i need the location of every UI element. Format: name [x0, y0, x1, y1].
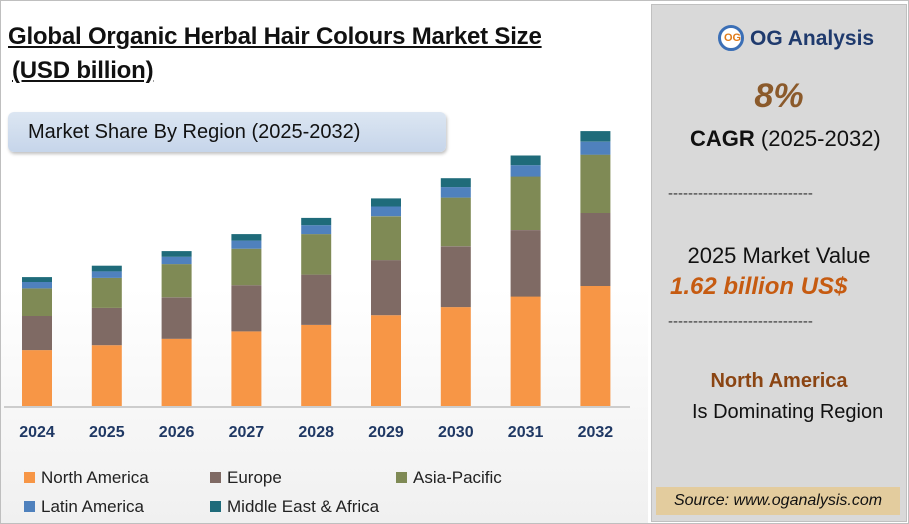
chart-area: Global Organic Herbal Hair Colours Marke… — [0, 0, 648, 524]
x-tick-label: 2028 — [298, 424, 334, 441]
logo-mark: OG — [724, 32, 742, 44]
bar-segment-middle-east-africa-2026 — [161, 251, 192, 257]
legend-swatch-europe — [210, 472, 221, 483]
bar-segment-middle-east-africa-2030 — [440, 178, 471, 188]
cagr-label-period: (2025-2032) — [754, 126, 881, 151]
x-tick-label: 2029 — [368, 424, 404, 441]
bar-segment-north-america-2029 — [371, 315, 401, 406]
x-tick-label: 2025 — [89, 424, 125, 441]
x-tick-label: 2027 — [229, 424, 265, 441]
stacked-bar-chart: 2024 2025 2026 2027 2028 2029 2030 2031 2032 — [4, 131, 630, 441]
bar-segment-latin-america-2032 — [580, 141, 611, 155]
legend-item-asia-pacific: Asia-Pacific — [396, 468, 502, 488]
logo-text: OG Analysis — [750, 27, 875, 50]
bar-segment-middle-east-africa-2032 — [580, 131, 611, 142]
dominating-region-text: Is Dominating Region — [692, 401, 884, 423]
bar-segment-europe-2032 — [580, 213, 611, 286]
bar-segment-europe-2027 — [231, 285, 262, 332]
bar-segment-middle-east-africa-2025 — [91, 265, 122, 272]
bar-segment-asia-pacific-2029 — [371, 216, 401, 261]
legend-swatch-middle-east-africa — [210, 501, 221, 512]
bar-segment-asia-pacific-2025 — [91, 277, 122, 308]
bar-segment-latin-america-2029 — [371, 206, 401, 217]
bar-segment-asia-pacific-2031 — [510, 176, 541, 230]
x-tick-label: 2031 — [508, 424, 544, 441]
x-tick-label: 2026 — [159, 424, 195, 441]
legend-item-middle-east-africa: Middle East & Africa — [210, 497, 379, 517]
summary-panel: OG OG Analysis 8% CAGR (2025-2032) -----… — [651, 4, 907, 522]
bar-segment-north-america-2030 — [440, 307, 471, 406]
divider-bottom: ----------------------------- — [668, 313, 813, 330]
market-value-label: 2025 Market Value — [687, 243, 871, 268]
bar-segment-north-america-2032 — [580, 286, 611, 406]
bar-segment-latin-america-2026 — [161, 256, 192, 265]
bar-segment-latin-america-2024 — [22, 281, 52, 289]
bar-segment-europe-2028 — [301, 274, 332, 325]
bar-segment-middle-east-africa-2027 — [231, 234, 262, 241]
bar-segment-asia-pacific-2028 — [301, 234, 332, 275]
bar-segment-europe-2025 — [91, 307, 122, 346]
bar-segment-europe-2031 — [510, 230, 541, 297]
bar-segment-asia-pacific-2027 — [231, 248, 262, 286]
legend-swatch-north-america — [24, 472, 35, 483]
divider-top: ----------------------------- — [668, 185, 813, 202]
bar-segment-north-america-2024 — [22, 350, 52, 406]
bar-segment-middle-east-africa-2031 — [510, 155, 541, 166]
bar-segment-europe-2024 — [22, 316, 52, 351]
bar-segment-asia-pacific-2030 — [440, 197, 471, 247]
legend-label: Europe — [227, 468, 282, 487]
bar-segment-north-america-2026 — [161, 338, 192, 406]
bar-segment-north-america-2027 — [231, 331, 262, 406]
chart-legend: North America Europe Asia-Pacific Latin … — [0, 462, 640, 522]
bar-segment-middle-east-africa-2028 — [301, 217, 332, 226]
bar-segment-asia-pacific-2032 — [580, 154, 611, 213]
bar-segment-asia-pacific-2026 — [161, 264, 192, 298]
bar-segment-latin-america-2031 — [510, 165, 541, 177]
market-value: 1.62 billion US$ — [670, 273, 848, 300]
chart-title-line1: Global Organic Herbal Hair Colours Marke… — [8, 23, 542, 50]
region-share-label: Market Share By Region (2025-2032) — [28, 121, 361, 143]
bar-segment-europe-2030 — [440, 246, 471, 308]
bar-segment-europe-2026 — [161, 297, 192, 339]
dominating-region: North America — [710, 370, 848, 392]
source-note: Source: www.oganalysis.com — [656, 487, 900, 515]
region-share-banner: Market Share By Region (2025-2032) — [8, 112, 446, 152]
legend-label: North America — [41, 468, 149, 487]
x-tick-label: 2024 — [19, 424, 55, 441]
legend-item-latin-america: Latin America — [24, 497, 144, 517]
cagr-label-bold: CAGR — [690, 126, 755, 151]
legend-swatch-latin-america — [24, 501, 35, 512]
bar-segment-europe-2029 — [371, 260, 401, 316]
bar-segment-middle-east-africa-2024 — [22, 277, 52, 282]
legend-item-north-america: North America — [24, 468, 149, 488]
x-tick-label: 2032 — [578, 424, 614, 441]
bar-segment-north-america-2031 — [510, 296, 541, 406]
legend-label: Middle East & Africa — [227, 497, 380, 516]
legend-item-europe: Europe — [210, 468, 282, 488]
chart-title-line2: (USD billion) — [12, 57, 154, 84]
bar-segment-latin-america-2030 — [440, 187, 471, 198]
cagr-value: 8% — [754, 77, 804, 115]
bar-segment-north-america-2025 — [91, 345, 122, 406]
legend-swatch-asia-pacific — [396, 472, 407, 483]
chart-title: Global Organic Herbal Hair Colours Marke… — [8, 20, 542, 88]
bar-segment-latin-america-2028 — [301, 225, 332, 235]
bar-segment-asia-pacific-2024 — [22, 288, 52, 316]
bar-segment-latin-america-2027 — [231, 240, 262, 249]
og-logo-icon: OG — [718, 25, 744, 51]
legend-label: Asia-Pacific — [413, 468, 502, 487]
bar-segment-latin-america-2025 — [91, 271, 122, 278]
cagr-label: CAGR (2025-2032) — [690, 126, 881, 152]
legend-label: Latin America — [41, 497, 144, 516]
bar-segment-north-america-2028 — [301, 324, 332, 406]
bar-segment-middle-east-africa-2029 — [371, 198, 401, 207]
x-tick-label: 2030 — [438, 424, 474, 441]
